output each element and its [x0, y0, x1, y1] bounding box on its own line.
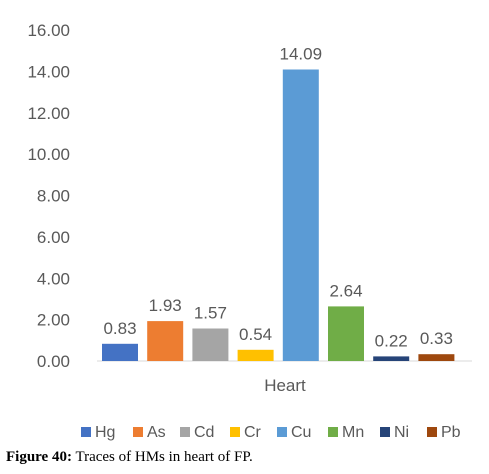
legend-label-cu: Cu — [291, 424, 311, 441]
legend-label-hg: Hg — [95, 424, 115, 441]
bar-cr — [237, 349, 274, 361]
legend-swatch-cr — [230, 427, 240, 437]
y-tick-label: 0.00 — [37, 352, 70, 371]
legend-swatch-cu — [277, 427, 287, 437]
data-label-as: 1.93 — [149, 296, 182, 315]
y-tick-label: 10.00 — [27, 145, 70, 164]
data-label-pb: 0.33 — [420, 329, 453, 348]
y-tick-label: 4.00 — [37, 269, 70, 288]
legend-swatch-ni — [380, 427, 390, 437]
legend-label-pb: Pb — [441, 424, 461, 441]
bar-mn — [328, 306, 364, 361]
y-tick-label: 6.00 — [37, 228, 70, 247]
y-tick-label: 16.00 — [27, 21, 70, 40]
legend-swatch-pb — [427, 427, 437, 437]
figure-caption: Figure 40: Traces of HMs in heart of FP. — [6, 449, 253, 466]
data-label-cd: 1.57 — [194, 304, 227, 323]
legend-swatch-as — [133, 427, 143, 437]
y-tick-label: 8.00 — [37, 187, 70, 206]
y-tick-label: 12.00 — [27, 104, 70, 123]
bars — [102, 69, 455, 361]
bar-ni — [373, 356, 410, 361]
legend-label-as: As — [147, 424, 166, 441]
data-label-mn: 2.64 — [329, 281, 362, 300]
figure-number: Figure 40: — [6, 449, 72, 465]
data-label-cr: 0.54 — [239, 325, 272, 344]
bar-hg — [102, 343, 138, 361]
legend-label-cd: Cd — [194, 424, 214, 441]
y-tick-label: 14.00 — [27, 62, 70, 81]
legend-label-cr: Cr — [244, 424, 262, 441]
data-label-hg: 0.83 — [103, 319, 136, 338]
bar-as — [147, 321, 184, 361]
legend-swatch-mn — [328, 427, 338, 437]
y-tick-label: 2.00 — [37, 311, 70, 330]
bar-chart: 0.00 2.00 4.00 6.00 8.00 10.00 12.00 14.00 16.00… — [27, 21, 472, 441]
legend-swatch-cd — [180, 427, 190, 437]
bar-cu — [282, 69, 319, 361]
bar-pb — [418, 354, 455, 361]
bar-cd — [192, 328, 229, 361]
y-axis: 0.00 2.00 4.00 6.00 8.00 10.00 12.00 14.00 16.00 — [27, 21, 70, 371]
data-labels: 0.83 1.93 1.57 0.54 14.09 2.64 0.22 0.33 — [103, 45, 452, 351]
legend-label-mn: Mn — [342, 424, 364, 441]
legend-label-ni: Ni — [394, 424, 409, 441]
category-label: Heart — [264, 376, 306, 395]
figure-caption-text: Traces of HMs in heart of FP. — [71, 449, 253, 465]
data-label-cu: 14.09 — [280, 45, 323, 64]
data-label-ni: 0.22 — [375, 331, 408, 350]
legend-swatch-hg — [81, 427, 91, 437]
legend: Hg As Cd Cr Cu Mn Ni Pb — [81, 424, 461, 441]
